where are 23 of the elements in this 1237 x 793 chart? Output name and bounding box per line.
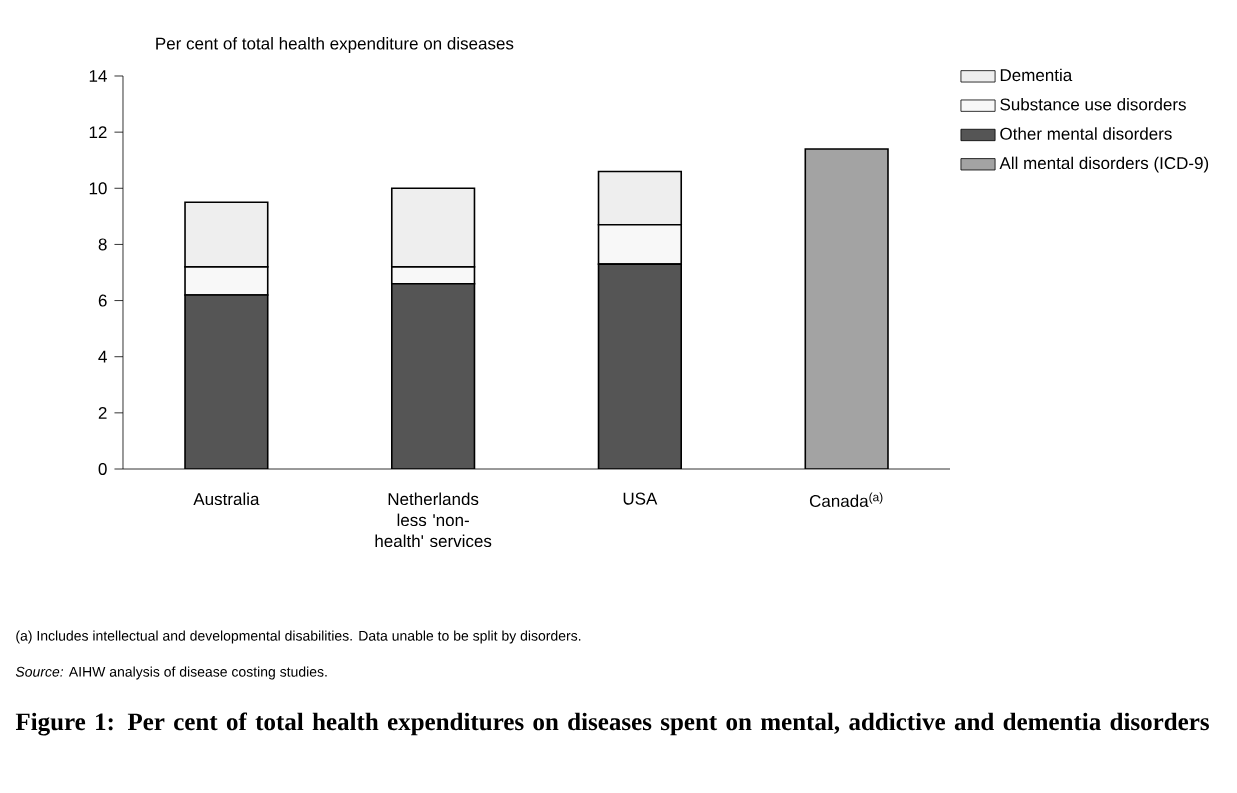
y-tick-label: 0 bbox=[98, 462, 107, 476]
bar bbox=[597, 263, 683, 469]
bar bbox=[184, 294, 269, 469]
text: (a) Includes intellectual and developmental disabilities. Data unable to be split by disorders. bbox=[16, 630, 581, 644]
y-tick-label: 6 bbox=[98, 294, 107, 307]
legend-label: Other mental disorders bbox=[1000, 127, 1172, 140]
y-tick-label: 4 bbox=[98, 350, 107, 363]
x-tick-label: USA bbox=[623, 492, 658, 505]
legend-label: Dementia bbox=[1000, 68, 1073, 82]
y-tick-label: 14 bbox=[89, 70, 107, 82]
text: Figure 1: Per cent of total health expenditures on diseases spent on mental, addictive and dementia disorders bbox=[15, 712, 1209, 736]
x-tick-label: Canada$^{(a)}$ bbox=[809, 492, 883, 508]
y-axis-title: Per cent of total health expenditure on diseases bbox=[156, 37, 514, 53]
text: Source: AIHW analysis of disease costing studies. bbox=[15, 666, 327, 680]
y-tick-label: 2 bbox=[98, 406, 107, 419]
legend-label: Substance use disorders bbox=[1000, 97, 1186, 111]
y-tick-label: 12 bbox=[89, 126, 107, 139]
x-tick-label: Netherlands less 'non-health' services bbox=[375, 492, 492, 548]
y-tick-label: 10 bbox=[89, 182, 107, 195]
legend-label: All mental disorders (ICD-9) bbox=[999, 156, 1209, 173]
y-tick-label: 8 bbox=[98, 238, 107, 251]
x-tick-label: Australia bbox=[193, 492, 260, 506]
bar bbox=[390, 282, 476, 469]
